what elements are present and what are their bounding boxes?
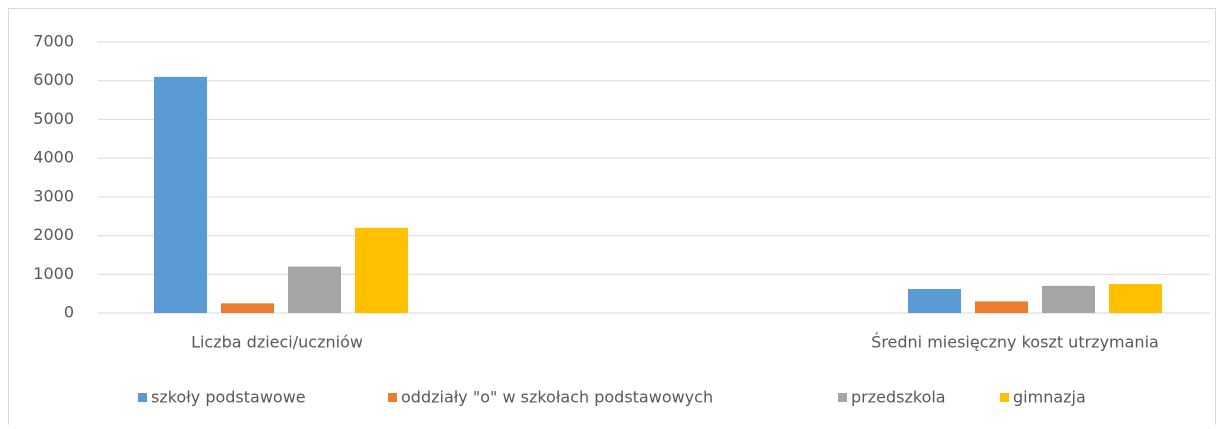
bar xyxy=(154,76,207,313)
bar xyxy=(908,288,961,313)
y-tick-label: 2000 xyxy=(33,225,74,244)
legend-label: szkoły podstawowe xyxy=(151,388,306,407)
legend-label: przedszkola xyxy=(851,388,946,407)
x-tick-label: Liczba dzieci/uczniów xyxy=(191,333,363,352)
bar xyxy=(1042,285,1095,313)
y-tick-label: 6000 xyxy=(33,70,74,89)
bar xyxy=(221,303,274,313)
y-tick-label: 4000 xyxy=(33,148,74,167)
bar xyxy=(975,301,1028,313)
bar xyxy=(1109,283,1162,313)
legend-swatch xyxy=(388,393,397,402)
y-tick-label: 5000 xyxy=(33,109,74,128)
y-tick-label: 1000 xyxy=(33,264,74,283)
legend-swatch xyxy=(838,393,847,402)
bar xyxy=(288,266,341,313)
y-tick-label: 0 xyxy=(64,303,74,322)
x-tick-label: Średni miesięczny koszt utrzymania xyxy=(871,333,1159,352)
bar xyxy=(355,227,408,313)
legend-swatch xyxy=(138,393,147,402)
chart-frame xyxy=(8,8,1216,429)
y-tick-label: 7000 xyxy=(33,32,74,51)
legend-swatch xyxy=(1000,393,1009,402)
y-tick-label: 3000 xyxy=(33,186,74,205)
legend-label: gimnazja xyxy=(1013,388,1086,407)
legend-label: oddziały "o" w szkołach podstawowych xyxy=(401,388,713,407)
